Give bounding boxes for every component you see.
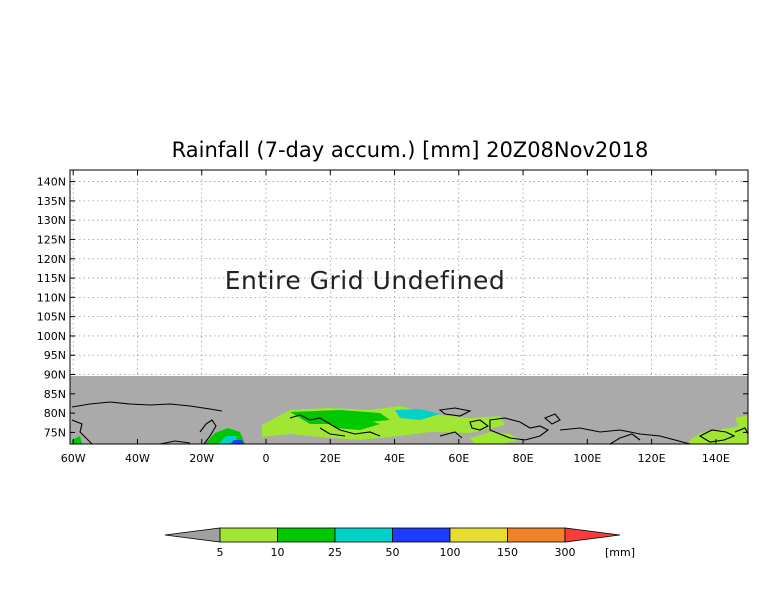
plot-border xyxy=(69,169,749,445)
colorbar-label: 25 xyxy=(328,546,342,559)
colorbar-label: 50 xyxy=(386,546,400,559)
lat-tick-label: 75N xyxy=(44,426,66,439)
lon-tick-label: 20E xyxy=(320,452,341,465)
lat-tick-label: 80N xyxy=(44,407,66,420)
lat-tick-label: 100N xyxy=(37,330,66,343)
lat-tick-label: 140N xyxy=(37,176,66,189)
lat-tick-label: 110N xyxy=(37,291,66,304)
lon-tick-label: 140E xyxy=(702,452,730,465)
longitude-axis: 60W 40W 20W 0 20E 40E 60E 80E 100E 120E 140E xyxy=(61,170,730,465)
lon-tick-label: 80E xyxy=(513,452,534,465)
lat-tick-label: 85N xyxy=(44,388,66,401)
colorbar-label: 5 xyxy=(217,546,224,559)
lat-tick-label: 115N xyxy=(37,272,66,285)
lat-tick-label: 105N xyxy=(37,311,66,324)
colorbar-segment xyxy=(277,527,336,543)
colorbar-label: 300 xyxy=(555,546,576,559)
colorbar-segment xyxy=(219,527,278,543)
undefined-grid-message: Entire Grid Undefined xyxy=(225,266,506,295)
lon-tick-label: 20W xyxy=(189,452,214,465)
colorbar: 5 10 25 50 100 150 300 [mm] xyxy=(164,527,635,559)
lon-tick-label: 120E xyxy=(638,452,666,465)
colorbar-segment xyxy=(449,527,508,543)
colorbar-over-triangle xyxy=(564,527,621,543)
lat-tick-label: 95N xyxy=(44,349,66,362)
coastlines xyxy=(71,401,749,445)
colorbar-unit: [mm] xyxy=(605,546,635,559)
lon-tick-label: 100E xyxy=(573,452,601,465)
colorbar-segment xyxy=(334,527,393,543)
lat-tick-label: 120N xyxy=(37,253,66,266)
colorbar-under-triangle xyxy=(164,527,221,543)
rainfall-patches xyxy=(72,406,748,444)
colorbar-label: 100 xyxy=(440,546,461,559)
colorbar-segment xyxy=(392,527,451,543)
map-title: Rainfall (7-day accum.) [mm] 20Z08Nov201… xyxy=(172,138,649,162)
lon-tick-label: 60E xyxy=(448,452,469,465)
lat-tick-label: 90N xyxy=(44,369,66,382)
lon-tick-label: 0 xyxy=(263,452,270,465)
lon-tick-label: 40E xyxy=(384,452,405,465)
lat-tick-label: 125N xyxy=(37,233,66,246)
latitude-axis: 140N 135N 130N 125N 120N 115N 110N 105N 100N 95N 9… xyxy=(37,176,748,439)
colorbar-label: 150 xyxy=(497,546,518,559)
lat-tick-label: 130N xyxy=(37,214,66,227)
lat-tick-label: 135N xyxy=(37,195,66,208)
lon-tick-label: 60W xyxy=(61,452,86,465)
lon-tick-label: 40W xyxy=(125,452,150,465)
colorbar-label: 10 xyxy=(271,546,285,559)
colorbar-segment xyxy=(507,527,566,543)
